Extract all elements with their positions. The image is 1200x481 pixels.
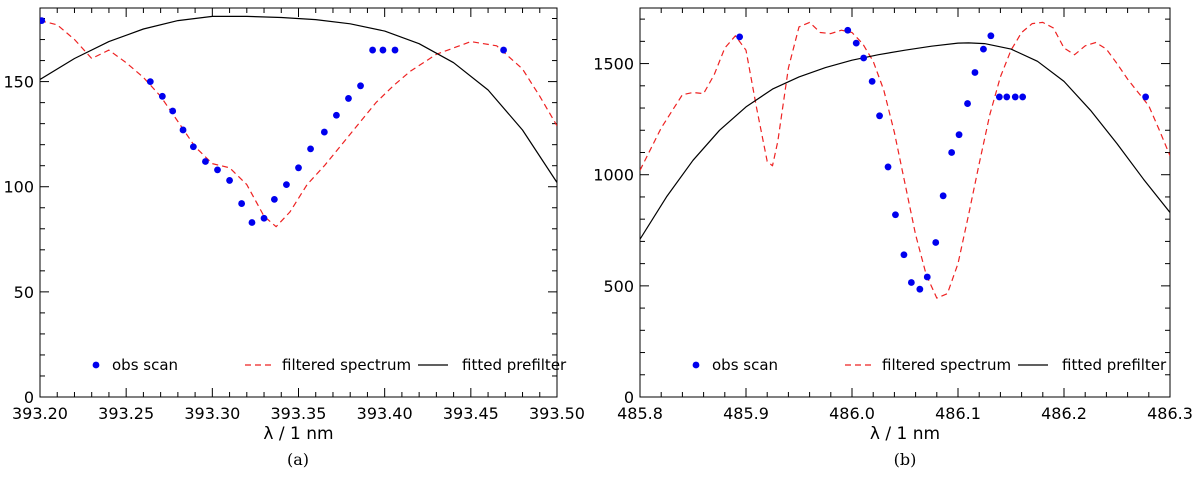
legend-marker-obs-scan <box>692 361 700 369</box>
x-tick-label: 393.35 <box>271 404 327 423</box>
obs-scan-point <box>158 92 166 100</box>
chart-panel-a: 393.20 393.25 393.30 393.35 393.40 393.45 393.… <box>3 7 585 469</box>
panel-caption: (b) <box>894 450 917 469</box>
obs-scan-point <box>169 107 177 115</box>
obs-scan-point <box>736 33 744 41</box>
legend-label-obs-scan: obs scan <box>112 356 178 374</box>
obs-scan-point <box>923 273 931 281</box>
plot-frame <box>39 7 558 398</box>
legend: obs scan filtered spectrum fitted prefilte… <box>92 356 567 374</box>
obs-scan-point <box>345 95 352 102</box>
obs-scan-point <box>391 46 399 54</box>
obs-scan-point <box>369 46 377 54</box>
obs-scan-point <box>333 111 340 119</box>
legend-label-fitted-prefilter: fitted prefilter <box>462 356 567 374</box>
obs-scan-point <box>295 164 302 172</box>
legend-marker-obs-scan <box>92 361 100 369</box>
obs-scan-point <box>179 126 187 134</box>
x-tick-label: 485.8 <box>617 404 663 423</box>
x-tick-label: 485.9 <box>723 404 769 423</box>
x-axis-title: λ / 1 nm <box>870 424 940 444</box>
obs-scan-point <box>146 78 154 85</box>
fitted-prefilter-line <box>640 42 1170 240</box>
obs-scan-point <box>916 285 924 293</box>
x-tick-label: 486.2 <box>1041 404 1087 423</box>
obs-scan-point <box>238 200 246 207</box>
obs-scan-point <box>932 239 940 246</box>
obs-scan-point <box>955 131 963 139</box>
obs-scan-point <box>202 158 209 165</box>
x-axis-title: λ / 1 nm <box>263 424 333 444</box>
legend-label-obs-scan: obs scan <box>712 356 778 374</box>
obs-scan-point <box>907 279 915 286</box>
fitted-prefilter-line <box>40 15 557 183</box>
legend: obs scan filtered spectrum fitted prefilte… <box>692 356 1167 374</box>
y-tick-label: 150 <box>3 73 34 92</box>
obs-scan-point <box>939 192 947 200</box>
obs-scan-point <box>189 143 197 151</box>
obs-scan-point <box>1142 93 1150 101</box>
obs-scan-point <box>980 45 987 53</box>
obs-scan-point <box>1003 93 1011 101</box>
x-tick-label: 393.20 <box>12 404 68 423</box>
obs-scan-point <box>892 211 899 219</box>
x-tick-label: 486.0 <box>829 404 875 423</box>
obs-scan-point <box>876 112 883 120</box>
obs-scan-point <box>900 251 908 259</box>
obs-scan-point <box>860 54 868 62</box>
x-tick-label: 486.1 <box>935 404 981 423</box>
y-tick-label: 0 <box>624 388 634 407</box>
filtered-spectrum-line <box>640 21 1170 299</box>
legend-label-filtered-spectrum: filtered spectrum <box>882 356 1011 374</box>
obs-scan-point <box>500 46 507 54</box>
chart-panel-b: 485.8 485.9 486.0 486.1 486.2 486.3 0 500 1000 15… <box>593 7 1193 469</box>
obs-scan-point <box>214 166 221 174</box>
x-tick-label: 393.30 <box>184 404 240 423</box>
filtered-spectrum-line <box>40 20 557 228</box>
obs-scan-point <box>964 100 971 107</box>
x-tick-label: 393.50 <box>529 404 585 423</box>
obs-scan-point <box>270 195 278 203</box>
obs-scan-point <box>1011 93 1019 101</box>
obs-scan-point <box>283 181 290 189</box>
obs-scan-point <box>307 145 314 153</box>
plot-frame <box>639 7 1171 398</box>
panel-caption: (a) <box>287 450 309 469</box>
obs-scan-point <box>884 163 892 171</box>
obs-scan-point <box>320 128 328 136</box>
obs-scan-point <box>248 219 256 226</box>
legend-label-fitted-prefilter: fitted prefilter <box>1062 356 1167 374</box>
y-tick-label: 100 <box>3 178 34 197</box>
plot-area <box>640 21 1170 299</box>
y-tick-label: 1500 <box>593 55 634 74</box>
y-tick-label: 0 <box>24 388 34 407</box>
obs-scan-point <box>987 32 995 40</box>
obs-scan-point <box>379 46 387 54</box>
x-tick-label: 393.40 <box>357 404 413 423</box>
obs-scan-point <box>40 17 46 25</box>
x-tick-label: 393.45 <box>443 404 499 423</box>
x-tick-label: 393.25 <box>98 404 154 423</box>
y-tick-label: 50 <box>14 283 34 302</box>
obs-scan-point <box>971 69 979 76</box>
obs-scan-point <box>844 26 852 34</box>
plot-area <box>40 15 557 228</box>
x-tick-label: 486.3 <box>1147 404 1193 423</box>
obs-scan-point <box>868 77 876 85</box>
obs-scan-point <box>260 214 268 222</box>
y-tick-label: 1000 <box>593 166 634 185</box>
legend-label-filtered-spectrum: filtered spectrum <box>282 356 411 374</box>
obs-scan-point <box>226 177 233 184</box>
obs-scan-point <box>948 149 956 156</box>
obs-scan-point <box>852 39 860 47</box>
y-tick-label: 500 <box>603 277 634 296</box>
obs-scan-point <box>1019 93 1027 101</box>
obs-scan-point <box>357 82 364 90</box>
obs-scan-point <box>995 93 1003 101</box>
